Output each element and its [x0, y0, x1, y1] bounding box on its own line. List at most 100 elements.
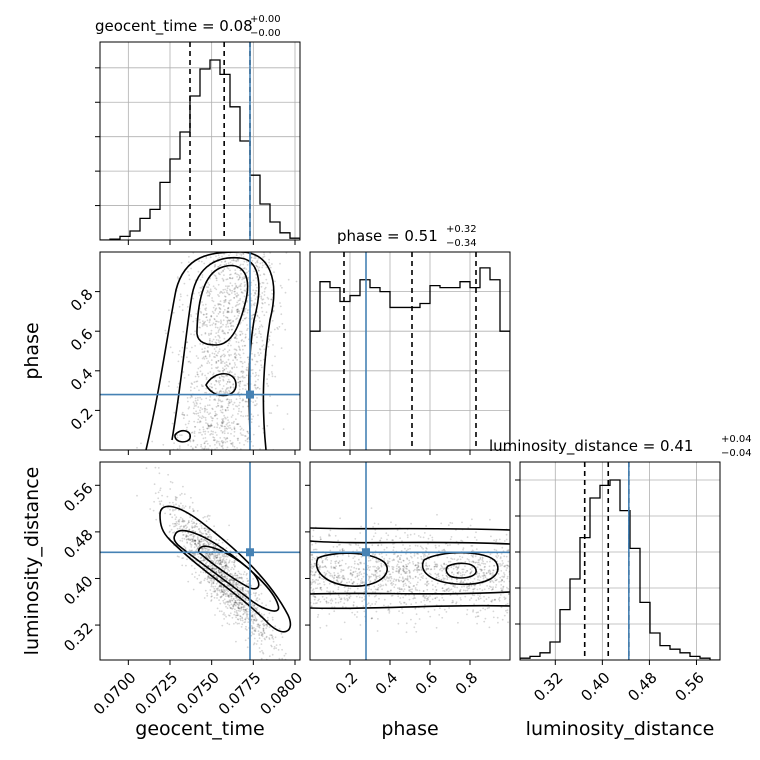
sample-point	[255, 264, 258, 267]
sample-point	[475, 599, 478, 602]
sample-point	[393, 578, 396, 580]
sample-point	[203, 350, 206, 353]
sample-point	[264, 286, 267, 289]
sample-point	[477, 576, 479, 579]
sample-point	[190, 496, 192, 499]
sample-point	[485, 572, 488, 575]
sample-point	[501, 589, 504, 592]
sample-point	[254, 607, 257, 609]
sample-point	[219, 557, 222, 560]
sample-point	[236, 258, 239, 261]
sample-point	[206, 408, 208, 411]
sample-point	[236, 286, 239, 289]
sample-point	[236, 292, 239, 295]
sample-point	[350, 566, 353, 568]
sample-point	[208, 355, 211, 358]
sample-point	[441, 565, 443, 568]
sample-point	[210, 424, 213, 427]
sample-point	[232, 359, 235, 362]
sample-point	[271, 289, 273, 292]
sample-point	[271, 634, 273, 637]
sample-point	[239, 382, 241, 385]
sample-point	[164, 512, 167, 515]
sample-point	[226, 538, 229, 541]
sample-point	[207, 425, 210, 427]
sample-point	[237, 259, 240, 262]
sample-point	[261, 602, 263, 604]
sample-point	[183, 537, 186, 540]
sample-point	[324, 565, 326, 568]
sample-point	[199, 402, 202, 405]
sample-point	[227, 561, 230, 564]
sample-point	[220, 271, 223, 274]
sample-point	[216, 402, 219, 405]
sample-point	[318, 582, 321, 585]
sample-point	[225, 364, 228, 366]
sample-point	[202, 516, 205, 519]
sample-point	[498, 599, 501, 602]
sample-point	[258, 647, 261, 649]
sample-point	[241, 616, 244, 619]
sample-point	[206, 294, 209, 297]
sample-point	[238, 388, 241, 391]
sample-point	[353, 601, 355, 604]
sample-point	[207, 425, 210, 427]
sample-point	[331, 599, 334, 602]
sample-point	[234, 572, 237, 575]
sample-point	[187, 270, 189, 273]
sample-point	[229, 612, 232, 615]
sample-point	[239, 376, 242, 379]
sample-point	[186, 347, 188, 349]
sample-point	[258, 332, 261, 334]
sample-point	[149, 508, 152, 510]
sample-point	[174, 525, 177, 527]
sample-point	[310, 563, 313, 566]
sample-point	[227, 344, 230, 347]
sample-point	[237, 570, 240, 573]
sample-point	[190, 564, 193, 567]
sample-point	[320, 538, 322, 541]
sample-point	[231, 289, 234, 292]
sample-point	[227, 425, 229, 428]
sample-point	[390, 575, 393, 578]
sample-point	[190, 431, 193, 434]
sample-point	[425, 595, 428, 597]
sample-point	[233, 426, 236, 429]
sample-point	[196, 553, 199, 556]
sample-point	[181, 564, 184, 567]
sample-point	[198, 421, 201, 424]
sample-point	[225, 555, 228, 558]
sample-point	[211, 310, 214, 313]
sample-point	[228, 400, 230, 403]
sample-point	[250, 618, 253, 621]
sample-point	[481, 575, 484, 577]
sample-point	[222, 379, 225, 382]
sample-point	[422, 590, 425, 592]
sample-point	[231, 263, 234, 265]
sample-point	[193, 333, 196, 336]
sample-point	[228, 424, 231, 427]
sample-point	[367, 564, 369, 567]
sample-point	[184, 525, 187, 527]
sample-point	[409, 544, 411, 547]
sample-point	[424, 597, 426, 600]
sample-point	[228, 285, 231, 287]
sample-point	[383, 557, 386, 560]
sample-point	[223, 554, 226, 556]
sample-point	[219, 300, 222, 303]
sample-point	[271, 618, 274, 621]
sample-point	[490, 586, 492, 589]
sample-point	[181, 309, 184, 312]
sample-point	[220, 261, 223, 263]
sample-point	[196, 373, 199, 376]
sample-point	[212, 433, 214, 436]
sample-point	[241, 376, 243, 378]
sample-point	[229, 595, 232, 598]
sample-point	[241, 589, 243, 591]
sample-point	[195, 380, 198, 383]
sample-point	[238, 312, 241, 315]
sample-point	[192, 292, 195, 295]
sample-point	[247, 436, 250, 439]
sample-point	[424, 583, 427, 585]
sample-point	[195, 317, 198, 320]
